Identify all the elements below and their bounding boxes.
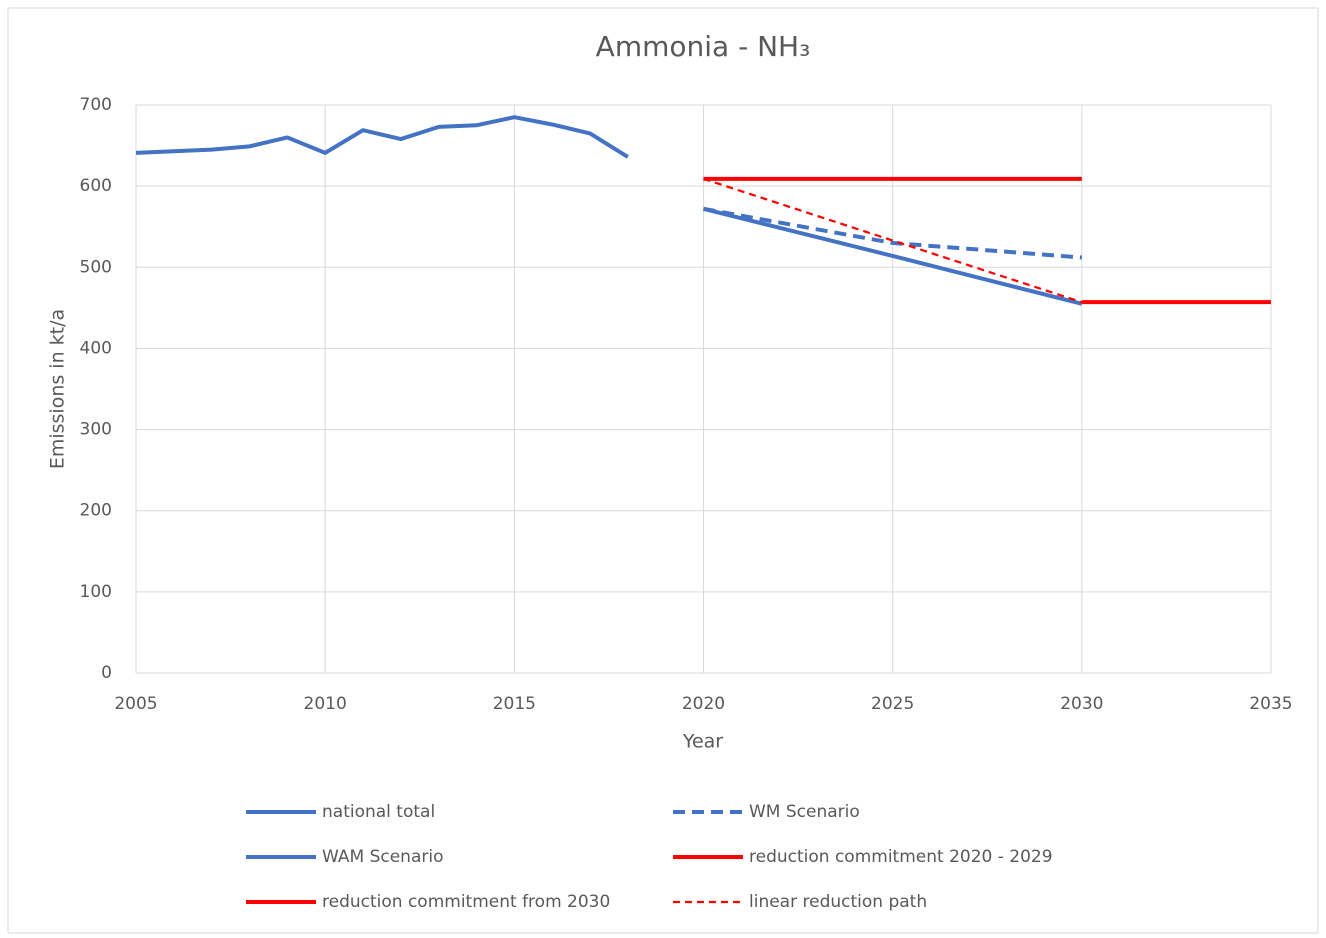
series-line [135,115,629,159]
chart-frame [7,7,1319,934]
legend-label: reduction commitment 2020 - 2029 [749,847,1053,867]
y-tick-label: 0 [101,663,112,683]
x-tick-label: 2030 [1060,694,1103,714]
y-tick-label: 100 [80,582,112,602]
y-tick-label: 400 [80,338,112,358]
legend-label: linear reduction path [749,892,927,912]
chart-title: Ammonia - NH₃ [596,30,811,63]
y-tick-label: 500 [80,257,112,277]
x-axis-label: Year [682,731,723,753]
x-tick-label: 2035 [1249,694,1292,714]
legend-label: national total [322,802,435,822]
series-line [703,206,1083,306]
y-axis-label: Emissions in kt/a [47,309,69,469]
series-line [703,177,1083,304]
series-line [703,206,1082,260]
y-tick-label: 200 [80,501,112,521]
legend-label: WM Scenario [749,802,860,822]
x-tick-label: 2020 [682,694,725,714]
legend-label: reduction commitment from 2030 [322,892,610,912]
legend-label: WAM Scenario [322,847,443,867]
x-tick-label: 2015 [493,694,536,714]
y-tick-label: 600 [80,176,112,196]
x-tick-label: 2025 [871,694,914,714]
x-tick-label: 2005 [114,694,157,714]
y-tick-label: 700 [80,95,112,115]
y-tick-label: 300 [80,420,112,440]
x-tick-label: 2010 [304,694,347,714]
